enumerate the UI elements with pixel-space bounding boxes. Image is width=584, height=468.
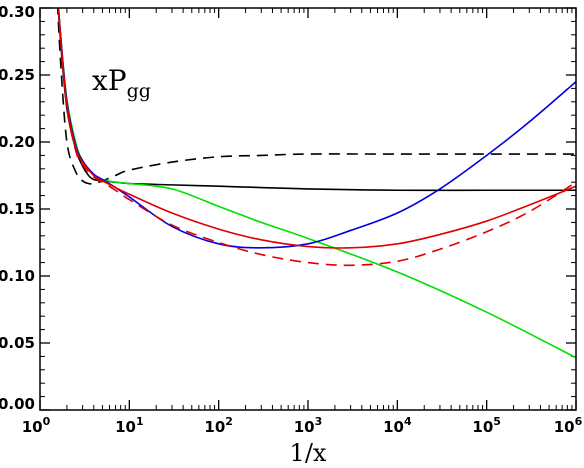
series-line-6 [57,8,576,267]
x-tick-label: 105 [472,415,501,436]
x-axis-title: 1/x [290,439,327,467]
x-tick-label: 101 [115,415,144,436]
plot-frame [39,7,577,411]
annotation-sub: gg [127,80,151,102]
x-tick-label: 103 [294,415,323,436]
series-line-3 [57,8,576,359]
series-line-2 [56,8,576,185]
x-tick-label: 100 [22,415,51,436]
y-tick-label: 0.15 [0,200,35,218]
y-tick-label: 0.30 [0,3,35,21]
series-line-4 [57,8,576,249]
series-line-5 [57,8,576,249]
chart-annotation: xPgg [92,64,151,102]
y-tick-label: 0.05 [0,334,35,352]
series-layer [56,8,576,359]
y-tick-label: 0.25 [0,66,35,84]
annotation-main: xP [92,64,127,97]
x-tick-label: 104 [383,415,412,436]
x-tick-labels: 100 101 102 103 104 105 106 [22,415,583,436]
x-tick-label: 102 [204,415,233,436]
x-tick-label: 106 [554,415,583,436]
minor-ticks [40,8,576,410]
y-tick-label: 0.10 [0,267,35,285]
y-tick-labels: 0.00 0.05 0.10 0.15 0.20 0.25 0.30 [0,3,35,413]
y-tick-label: 0.20 [0,133,35,151]
y-tick-label: 0.00 [0,395,35,413]
